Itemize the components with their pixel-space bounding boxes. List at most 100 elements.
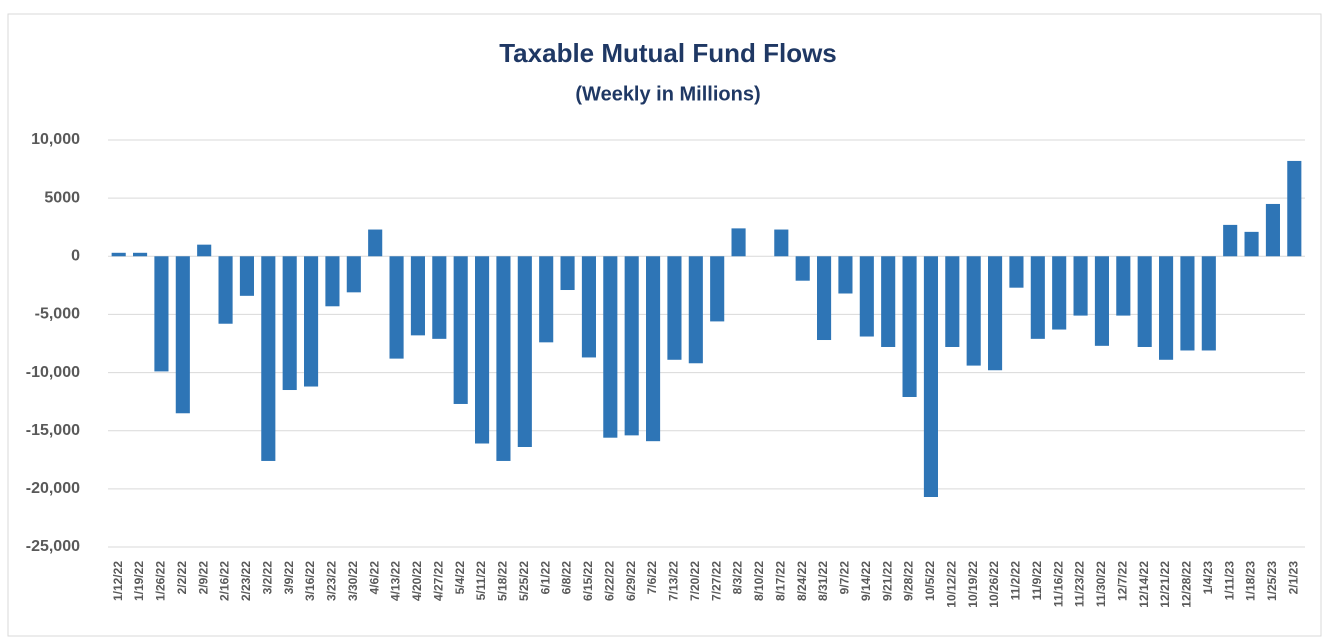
bar (923, 256, 938, 497)
bar (175, 256, 190, 414)
bar (881, 256, 896, 347)
chart-title: Taxable Mutual Fund Flows (499, 38, 837, 68)
bar (603, 256, 618, 438)
bar (453, 256, 468, 404)
y-tick-label: 10,000 (31, 131, 80, 148)
x-tick-label: 12/28/22 (1180, 561, 1194, 608)
bar (667, 256, 682, 360)
bar (154, 256, 169, 372)
bar (581, 256, 596, 358)
x-tick-label: 11/9/22 (1030, 561, 1044, 601)
bar (282, 256, 297, 391)
x-tick-label: 3/2/22 (260, 561, 274, 595)
x-tick-label: 12/21/22 (1158, 561, 1172, 608)
bar (111, 252, 126, 257)
bar (432, 256, 447, 339)
x-tick-label: 1/19/22 (132, 561, 146, 601)
x-tick-label: 4/20/22 (410, 561, 424, 601)
x-tick-label: 3/30/22 (346, 561, 360, 601)
x-tick-label: 4/27/22 (431, 561, 445, 601)
bar (1030, 256, 1045, 339)
bar (838, 256, 853, 294)
bar (988, 256, 1003, 371)
bar (624, 256, 639, 436)
x-tick-label: 7/27/22 (709, 561, 723, 601)
y-tick-label: 5000 (44, 189, 80, 206)
bar (197, 244, 212, 257)
x-tick-label: 3/16/22 (303, 561, 317, 601)
x-tick-label: 6/29/22 (624, 561, 638, 601)
x-tick-label: 11/30/22 (1094, 561, 1108, 607)
bar (389, 256, 404, 359)
x-tick-label: 10/5/22 (923, 561, 937, 601)
bar (1159, 256, 1174, 360)
x-tick-label: 9/28/22 (902, 561, 916, 601)
x-tick-label: 7/20/22 (688, 561, 702, 601)
x-tick-label: 2/1/23 (1286, 561, 1300, 595)
x-tick-label: 2/9/22 (196, 561, 210, 595)
x-tick-label: 5/4/22 (453, 561, 467, 595)
x-tick-label: 8/3/22 (731, 561, 745, 595)
bar (859, 256, 874, 337)
x-tick-label: 3/9/22 (282, 561, 296, 595)
x-tick-label: 3/23/22 (325, 561, 339, 601)
x-tick-label: 2/2/22 (175, 561, 189, 595)
bar (688, 256, 703, 364)
bar (646, 256, 661, 442)
x-tick-label: 6/22/22 (602, 561, 616, 601)
x-tick-label: 10/19/22 (966, 561, 980, 608)
x-tick-label: 7/6/22 (645, 561, 659, 595)
x-tick-label: 9/7/22 (838, 561, 852, 595)
x-tick-label: 9/21/22 (880, 561, 894, 601)
x-tick-label: 1/4/23 (1201, 561, 1215, 595)
bar (346, 256, 361, 293)
bar (795, 256, 810, 281)
x-tick-label: 1/12/22 (111, 561, 125, 601)
y-tick-label: -20,000 (26, 480, 80, 497)
bar (368, 229, 383, 257)
x-tick-label: 8/17/22 (773, 561, 787, 601)
y-tick-label: -25,000 (26, 538, 80, 555)
bar (1287, 160, 1302, 257)
x-tick-label: 4/13/22 (389, 561, 403, 601)
bar (1137, 256, 1152, 347)
bar (1052, 256, 1067, 330)
x-tick-label: 10/12/22 (944, 561, 958, 608)
x-tick-label: 6/1/22 (538, 561, 552, 595)
bar (304, 256, 319, 387)
bar (817, 256, 832, 341)
x-tick-label: 6/8/22 (560, 561, 574, 595)
bar (774, 229, 789, 257)
x-tick-label: 11/2/22 (1009, 561, 1023, 601)
x-tick-label: 1/18/23 (1244, 561, 1258, 601)
bar (475, 256, 490, 444)
bar (261, 256, 276, 461)
bar (1073, 256, 1088, 316)
x-tick-label: 4/6/22 (367, 561, 381, 595)
x-tick-label: 8/10/22 (752, 561, 766, 601)
bar (945, 256, 960, 347)
x-tick-label: 2/16/22 (218, 561, 232, 601)
x-tick-label: 5/11/22 (474, 561, 488, 601)
bar (1223, 224, 1238, 257)
bar (731, 228, 746, 257)
bar (1201, 256, 1216, 351)
y-tick-label: -5,000 (35, 306, 80, 323)
bar (517, 256, 532, 447)
chart-frame (7, 13, 1322, 637)
x-tick-label: 8/24/22 (795, 561, 809, 601)
x-tick-label: 6/15/22 (581, 561, 595, 601)
bar (218, 256, 233, 324)
x-tick-label: 12/7/22 (1115, 561, 1129, 601)
bar (1094, 256, 1109, 346)
x-tick-label: 1/25/23 (1265, 561, 1279, 601)
x-tick-label: 12/14/22 (1137, 561, 1151, 608)
bar (1244, 231, 1259, 257)
bar (710, 256, 725, 322)
bar (1265, 203, 1280, 257)
x-tick-label: 10/26/22 (987, 561, 1001, 608)
bar (1180, 256, 1195, 351)
bar (496, 256, 511, 461)
bar (239, 256, 254, 296)
bar (325, 256, 340, 307)
